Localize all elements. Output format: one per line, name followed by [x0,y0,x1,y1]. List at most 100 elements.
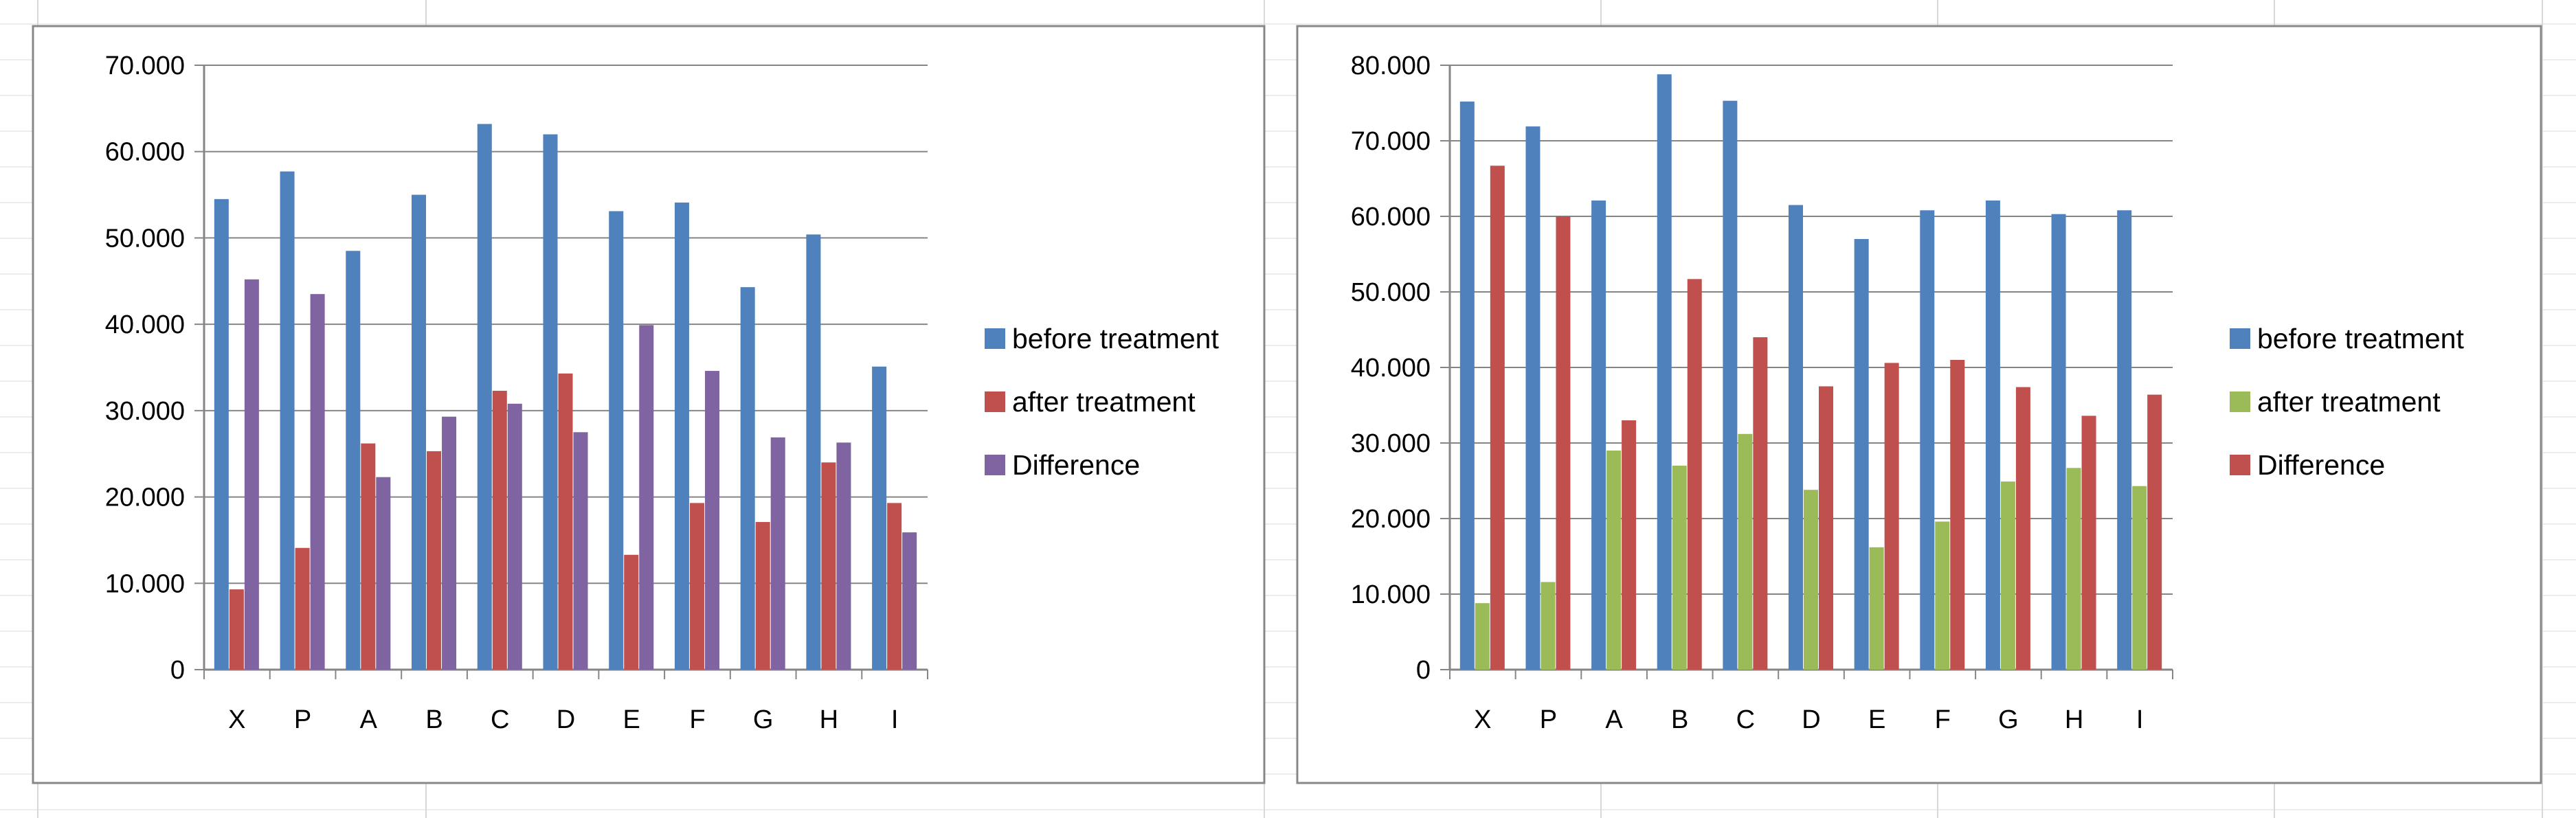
x-tick-label: D [1802,705,1820,734]
bar-before-treatment[interactable] [280,171,295,670]
bar-after-treatment[interactable] [427,451,442,670]
bar-after-treatment[interactable] [689,503,704,670]
bar-before-treatment[interactable] [1854,239,1869,670]
x-tick-label: E [1868,705,1885,734]
bar-difference[interactable] [1556,216,1571,670]
bar-difference[interactable] [2081,416,2096,670]
bar-difference[interactable] [376,477,391,670]
bar-difference[interactable] [1490,166,1505,670]
bar-before-treatment[interactable] [806,234,821,670]
bar-after-treatment[interactable] [229,589,244,670]
bar-before-treatment[interactable] [1525,126,1541,670]
bar-difference[interactable] [573,432,588,670]
bar-after-treatment[interactable] [558,373,573,670]
bar-before-treatment[interactable] [543,134,558,670]
bar-before-treatment[interactable] [609,211,624,670]
legend-label: before treatment [1012,323,1219,354]
bar-after-treatment[interactable] [1804,490,1818,670]
legend-swatch [985,455,1005,475]
bar-difference[interactable] [244,279,259,670]
bar-difference[interactable] [704,371,719,670]
legend-swatch [2230,455,2250,475]
bar-difference[interactable] [507,403,522,670]
legend-swatch [985,391,1005,412]
bar-before-treatment[interactable] [872,366,887,670]
bar-after-treatment[interactable] [361,443,376,670]
y-tick-label: 40.000 [105,310,185,339]
bar-after-treatment[interactable] [624,554,639,670]
bar-after-treatment[interactable] [1869,547,1884,670]
x-tick-label: X [228,705,245,734]
bar-before-treatment[interactable] [214,198,229,670]
bar-after-treatment[interactable] [1606,451,1622,670]
y-tick-label: 0 [1416,656,1431,685]
bar-after-treatment[interactable] [755,522,770,670]
x-tick-label: F [689,705,705,734]
bar-difference[interactable] [1687,279,1702,670]
bar-difference[interactable] [1818,386,1833,670]
x-tick-label: B [1671,705,1688,734]
legend-swatch [2230,328,2250,349]
bar-difference[interactable] [2147,394,2162,670]
bar-difference[interactable] [2015,387,2030,670]
bar-before-treatment[interactable] [1985,200,2000,670]
bar-after-treatment[interactable] [887,503,902,670]
y-tick-label: 70.000 [1351,127,1431,156]
bar-after-treatment[interactable] [295,547,310,670]
x-tick-label: A [360,705,378,734]
legend-label: after treatment [2257,386,2441,418]
bar-after-treatment[interactable] [1935,521,1950,670]
bar-difference[interactable] [902,532,917,670]
legend-label: before treatment [2257,323,2464,354]
bar-before-treatment[interactable] [412,194,427,670]
bar-difference[interactable] [1622,420,1637,670]
bar-difference[interactable] [836,442,851,670]
x-tick-label: C [491,705,509,734]
x-tick-label: F [1935,705,1951,734]
bar-before-treatment[interactable] [2117,210,2132,670]
bar-after-treatment[interactable] [1541,582,1556,670]
bar-after-treatment[interactable] [1672,466,1687,670]
bar-before-treatment[interactable] [674,202,689,670]
x-tick-label: A [1605,705,1623,734]
y-tick-label: 10.000 [105,569,185,598]
bar-difference[interactable] [1884,363,1899,670]
bar-before-treatment[interactable] [2051,214,2066,670]
bar-difference[interactable] [442,416,457,670]
bar-after-treatment[interactable] [2132,486,2147,670]
bar-difference[interactable] [770,437,785,670]
legend-label: after treatment [1012,386,1196,418]
x-tick-label: I [2136,705,2144,734]
bar-difference[interactable] [1950,360,1965,670]
x-tick-label: G [1998,705,2019,734]
bar-before-treatment[interactable] [477,124,492,670]
y-tick-label: 20.000 [105,484,185,512]
bar-before-treatment[interactable] [1591,200,1606,670]
bar-after-treatment[interactable] [1738,433,1753,670]
bar-difference[interactable] [639,325,654,670]
bar-before-treatment[interactable] [346,251,361,670]
bar-after-treatment[interactable] [821,462,836,670]
bar-before-treatment[interactable] [1920,210,1935,670]
y-tick-label: 60.000 [105,138,185,167]
y-tick-label: 0 [170,656,185,685]
bar-after-treatment[interactable] [2066,468,2081,670]
bar-difference[interactable] [1753,337,1768,670]
bar-before-treatment[interactable] [1657,74,1672,670]
x-tick-label: P [1540,705,1557,734]
bar-after-treatment[interactable] [492,390,507,670]
bar-before-treatment[interactable] [1723,100,1738,670]
bar-before-treatment[interactable] [1459,101,1475,670]
x-tick-label: G [753,705,774,734]
bar-difference[interactable] [310,294,325,670]
legend-label: Difference [2257,449,2385,481]
y-tick-label: 30.000 [1351,429,1431,458]
y-tick-label: 70.000 [105,52,185,80]
bar-after-treatment[interactable] [1475,603,1490,670]
bar-before-treatment[interactable] [740,287,755,670]
bar-after-treatment[interactable] [2000,481,2015,670]
chart-left[interactable]: 0 10.000 20.000 30.000 40.000 50.000 60.000 70.… [32,25,1266,784]
bar-before-treatment[interactable] [1789,205,1804,670]
chart-right[interactable]: 0 10.000 20.000 30.000 40.000 50.000 60.000 70.… [1296,25,2542,784]
